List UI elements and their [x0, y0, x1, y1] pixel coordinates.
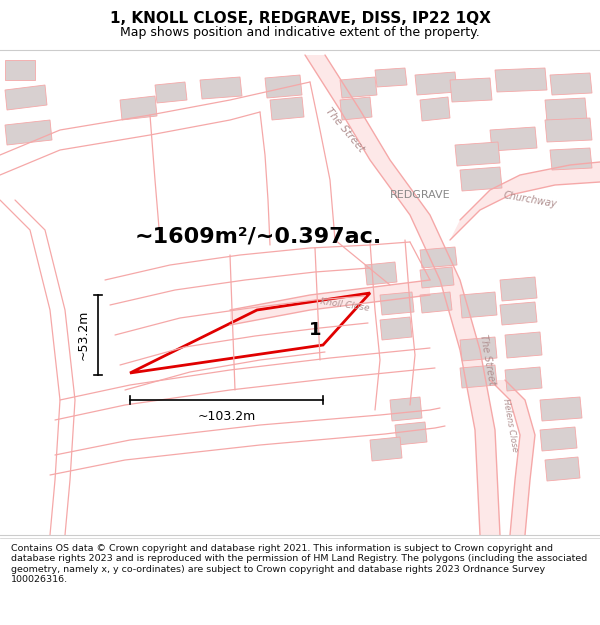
Polygon shape — [460, 292, 497, 318]
Polygon shape — [550, 73, 592, 95]
Text: ~53.2m: ~53.2m — [77, 310, 90, 360]
Polygon shape — [200, 77, 242, 99]
Polygon shape — [340, 77, 377, 98]
Text: The Street: The Street — [323, 106, 367, 154]
Polygon shape — [500, 277, 537, 301]
Polygon shape — [230, 280, 430, 325]
Polygon shape — [420, 97, 450, 121]
Polygon shape — [540, 427, 577, 451]
Polygon shape — [545, 118, 592, 142]
Polygon shape — [500, 302, 537, 325]
Polygon shape — [340, 97, 372, 120]
Polygon shape — [460, 167, 502, 191]
Polygon shape — [380, 317, 412, 340]
Polygon shape — [390, 397, 422, 421]
Polygon shape — [460, 365, 497, 388]
Polygon shape — [270, 97, 304, 120]
Polygon shape — [420, 267, 454, 288]
Polygon shape — [490, 380, 535, 535]
Polygon shape — [155, 82, 187, 103]
Polygon shape — [545, 98, 587, 122]
Text: Knoll Close: Knoll Close — [320, 297, 370, 313]
Polygon shape — [450, 78, 492, 102]
Polygon shape — [450, 162, 600, 240]
Polygon shape — [455, 142, 500, 166]
Polygon shape — [420, 247, 457, 268]
Polygon shape — [505, 332, 542, 358]
Polygon shape — [265, 75, 302, 98]
Polygon shape — [5, 60, 35, 80]
Text: ~103.2m: ~103.2m — [197, 410, 256, 423]
Polygon shape — [460, 337, 497, 361]
Polygon shape — [375, 68, 407, 87]
Polygon shape — [420, 292, 452, 313]
Text: Churchway: Churchway — [502, 191, 557, 209]
Polygon shape — [495, 68, 547, 92]
Polygon shape — [120, 96, 157, 120]
Polygon shape — [5, 120, 52, 145]
Text: ~1609m²/~0.397ac.: ~1609m²/~0.397ac. — [135, 227, 382, 247]
Polygon shape — [5, 85, 47, 110]
Text: REDGRAVE: REDGRAVE — [389, 190, 451, 200]
Polygon shape — [545, 457, 580, 481]
Text: 1, KNOLL CLOSE, REDGRAVE, DISS, IP22 1QX: 1, KNOLL CLOSE, REDGRAVE, DISS, IP22 1QX — [110, 11, 490, 26]
Polygon shape — [365, 262, 397, 285]
Text: Contains OS data © Crown copyright and database right 2021. This information is : Contains OS data © Crown copyright and d… — [11, 544, 587, 584]
Polygon shape — [305, 55, 500, 535]
Polygon shape — [370, 437, 402, 461]
Polygon shape — [505, 367, 542, 391]
Polygon shape — [490, 127, 537, 151]
Polygon shape — [415, 72, 457, 95]
Text: Map shows position and indicative extent of the property.: Map shows position and indicative extent… — [120, 26, 480, 39]
Polygon shape — [395, 422, 427, 445]
Polygon shape — [550, 148, 592, 170]
Text: Helens Close: Helens Close — [501, 398, 519, 452]
Text: The Street: The Street — [478, 334, 496, 386]
Polygon shape — [540, 397, 582, 421]
Polygon shape — [380, 292, 414, 315]
Text: 1: 1 — [309, 321, 321, 339]
